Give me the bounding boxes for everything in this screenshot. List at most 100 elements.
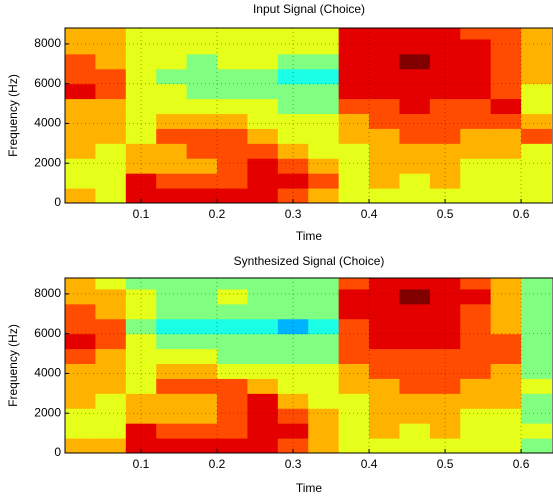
- heat-cell: [338, 188, 370, 203]
- heat-cell: [490, 158, 522, 174]
- heat-cell: [95, 333, 127, 350]
- heat-cell: [399, 318, 431, 335]
- heat-cell: [460, 333, 492, 350]
- axes-frame: [64, 277, 553, 454]
- heat-cell: [65, 83, 96, 100]
- heat-cell: [65, 318, 96, 335]
- heat-cell: [460, 408, 492, 424]
- heat-cell: [277, 303, 309, 320]
- heat-cell: [399, 128, 431, 144]
- heat-cell: [399, 98, 431, 115]
- y-tick-label: 6000: [34, 326, 61, 340]
- heat-cell: [277, 38, 309, 55]
- heat-cell: [521, 143, 552, 159]
- heat-cell: [460, 173, 492, 189]
- heat-cell: [521, 303, 552, 320]
- heat-cell: [338, 333, 370, 350]
- heat-cell: [490, 83, 522, 100]
- heat-cell: [399, 38, 431, 55]
- heat-cell: [217, 28, 248, 40]
- heat-cell: [186, 98, 218, 115]
- heat-cell: [460, 378, 492, 394]
- heat-cell: [95, 288, 127, 305]
- heat-cell: [338, 348, 370, 365]
- heat-cell: [308, 278, 340, 290]
- x-tick-label: 0.6: [513, 457, 530, 471]
- heat-cell: [125, 143, 157, 159]
- heat-cell: [490, 98, 522, 115]
- heat-cell: [399, 393, 431, 409]
- x-axis-label: Time: [296, 229, 323, 243]
- heat-cell: [490, 173, 522, 189]
- heat-cell: [125, 83, 157, 100]
- heat-cell: [156, 393, 188, 409]
- heat-cell: [308, 113, 340, 129]
- heat-cell: [338, 68, 370, 85]
- x-tick-label: 0.6: [513, 207, 530, 221]
- heat-cell: [490, 393, 522, 409]
- heat-cell: [399, 83, 431, 100]
- heat-cell: [369, 278, 400, 290]
- heat-cell: [308, 318, 340, 335]
- heat-cell: [186, 348, 218, 365]
- x-tick-label: 0.5: [437, 207, 454, 221]
- heat-cell: [460, 278, 492, 290]
- heat-cell: [125, 158, 157, 174]
- heat-cell: [429, 53, 461, 70]
- heat-cell: [490, 128, 522, 144]
- heat-cell: [308, 38, 340, 55]
- heat-cell: [429, 68, 461, 85]
- heat-cell: [156, 378, 188, 394]
- heat-cell: [65, 288, 96, 305]
- y-tick-label: 0: [54, 445, 61, 459]
- heat-cell: [247, 288, 279, 305]
- heat-cell: [521, 363, 552, 379]
- heat-cell: [338, 28, 370, 40]
- heat-cell: [217, 128, 248, 144]
- heat-cell: [369, 143, 400, 159]
- heat-cell: [490, 378, 522, 394]
- heat-cell: [369, 348, 400, 365]
- heat-cell: [217, 318, 248, 335]
- heat-cell: [95, 303, 127, 320]
- heat-cell: [308, 423, 340, 439]
- heat-cell: [156, 173, 188, 189]
- heat-cell: [369, 288, 400, 305]
- heat-cell: [429, 83, 461, 100]
- heat-cell: [338, 278, 370, 290]
- heat-cell: [308, 188, 340, 203]
- heat-cell: [125, 173, 157, 189]
- heat-cell: [277, 188, 309, 203]
- heat-cell: [369, 158, 400, 174]
- heat-cell: [399, 113, 431, 129]
- heat-cell: [521, 378, 552, 394]
- heat-cell: [277, 128, 309, 144]
- heat-cell: [399, 363, 431, 379]
- heat-cell: [429, 378, 461, 394]
- heat-cell: [277, 158, 309, 174]
- heat-cell: [369, 363, 400, 379]
- heat-cell: [338, 143, 370, 159]
- heat-cell: [217, 113, 248, 129]
- heat-cell: [429, 363, 461, 379]
- heat-cell: [65, 128, 96, 144]
- heat-cell: [308, 98, 340, 115]
- heat-cell: [338, 98, 370, 115]
- axes-frame: [64, 27, 553, 204]
- heat-cell: [521, 438, 552, 453]
- heat-cell: [521, 113, 552, 129]
- heat-cell: [186, 53, 218, 70]
- heat-cell: [95, 278, 127, 290]
- heat-cell: [217, 98, 248, 115]
- x-axis-label: Time: [296, 481, 323, 495]
- heat-cell: [369, 38, 400, 55]
- heat-cell: [429, 318, 461, 335]
- heat-cell: [247, 38, 279, 55]
- heat-cell: [429, 408, 461, 424]
- heat-cell: [429, 393, 461, 409]
- heat-cell: [217, 278, 248, 290]
- heat-cell: [429, 278, 461, 290]
- heat-cell: [308, 68, 340, 85]
- heat-cell: [338, 288, 370, 305]
- heat-cell: [95, 128, 127, 144]
